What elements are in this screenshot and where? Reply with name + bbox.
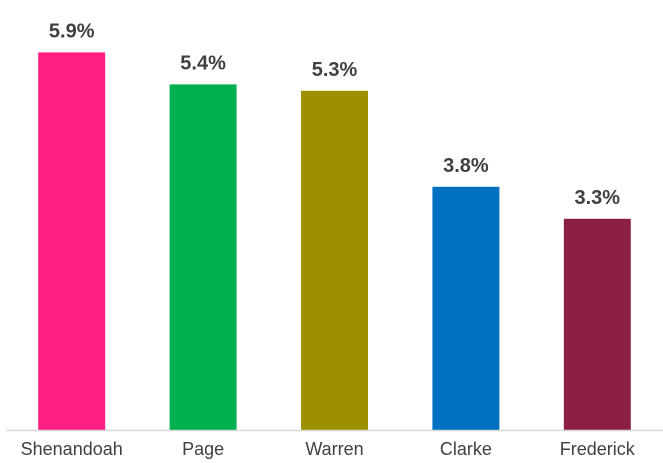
x-tick-label-clarke: Clarke (440, 439, 492, 459)
data-label-clarke: 3.8% (443, 155, 489, 177)
bar-shenandoah (38, 52, 106, 431)
bar-frederick (563, 218, 631, 430)
data-label-shenandoah: 5.9% (49, 20, 95, 42)
data-label-warren: 5.3% (312, 59, 358, 81)
bars-group (38, 52, 631, 431)
bar-warren (301, 90, 368, 431)
x-tick-label-shenandoah: Shenandoah (21, 439, 123, 459)
data-labels-group: 5.9% 5.4% 5.3% 3.8% 3.3% (49, 20, 620, 208)
x-tick-label-warren: Warren (305, 439, 363, 459)
x-tick-labels-group: Shenandoah Page Warren Clarke Frederick (21, 439, 636, 459)
data-label-frederick: 3.3% (575, 187, 621, 209)
x-tick-label-frederick: Frederick (560, 439, 636, 459)
bar-clarke (432, 186, 500, 430)
x-tick-label-page: Page (182, 439, 224, 459)
bar-page (169, 84, 237, 431)
data-label-page: 5.4% (180, 52, 226, 74)
